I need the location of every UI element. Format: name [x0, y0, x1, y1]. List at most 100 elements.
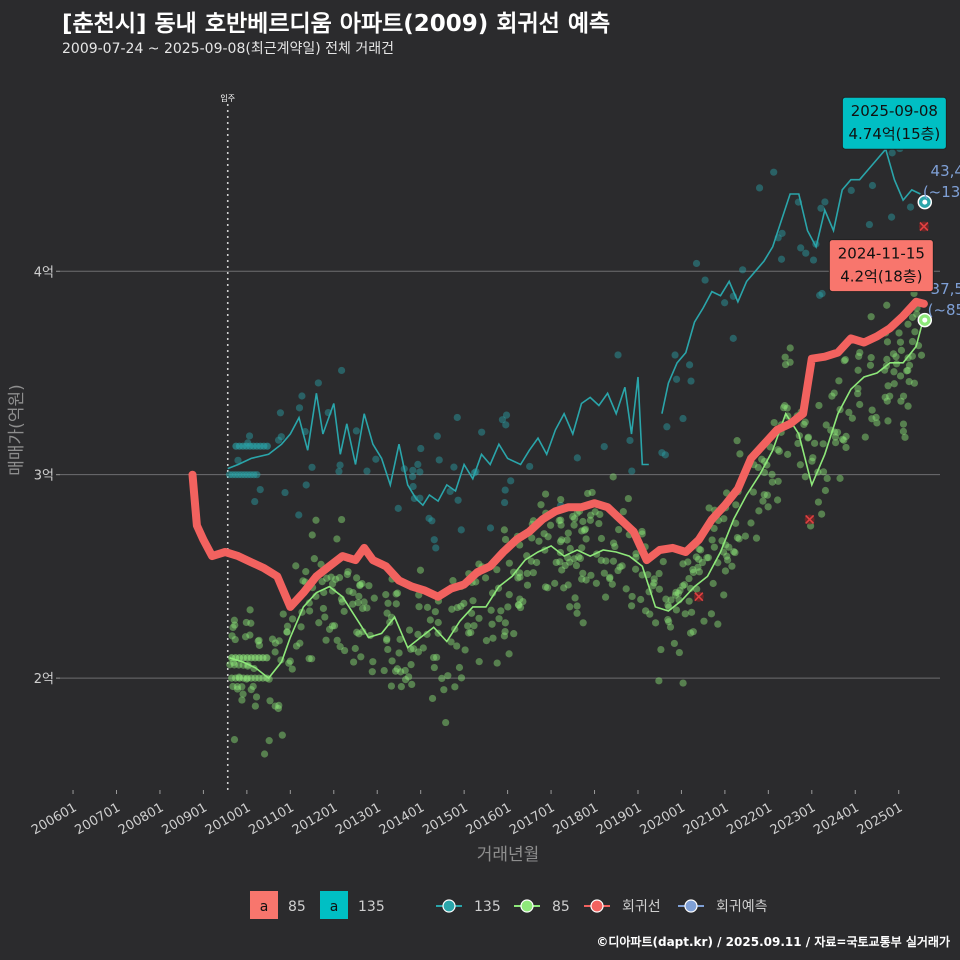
scatter-point-85: [573, 609, 581, 617]
scatter-point-85: [708, 536, 716, 544]
scatter-point-135: [692, 259, 701, 268]
scatter-point-85: [609, 473, 617, 481]
scatter-point-85: [618, 562, 626, 570]
scatter-point-85: [650, 575, 658, 583]
scatter-point-85: [780, 404, 788, 412]
scatter-point-85: [251, 702, 259, 710]
end-label-area-85: (~85㎡): [928, 301, 960, 319]
scatter-point-85: [664, 601, 672, 609]
scatter-point-135: [454, 496, 462, 504]
scatter-point-85: [230, 661, 238, 669]
scatter-point-85: [561, 561, 569, 570]
scatter-point-85: [646, 610, 654, 618]
scatter-point-85: [504, 603, 512, 611]
scatter-point-85: [323, 574, 331, 582]
scatter-point-85: [271, 648, 279, 656]
legend-swatch-letter: a: [330, 899, 339, 915]
scatter-point-85: [328, 580, 337, 588]
scatter-point-85: [868, 406, 876, 414]
scatter-point-135: [672, 375, 681, 383]
scatter-point-85: [356, 581, 364, 589]
scatter-point-85: [732, 501, 740, 509]
callouts: 2025-09-08 4.74억(15층) 2024-11-15 4.2억(18층): [828, 96, 947, 293]
scatter-point-85: [355, 630, 363, 638]
scatter-point-85: [501, 619, 509, 627]
scatter-point-85: [557, 521, 565, 529]
scatter-point-135: [428, 517, 436, 525]
scatter-point-85: [840, 357, 848, 365]
scatter-point-85: [305, 655, 313, 663]
scatter-point-85: [720, 515, 728, 523]
scatter-point-135: [721, 299, 729, 307]
scatter-point-85: [260, 750, 269, 758]
tick-label-x: 201601: [464, 800, 514, 838]
scatter-point-85: [569, 512, 577, 521]
scatter-point-85: [883, 301, 891, 309]
scatter-point-85: [306, 607, 314, 615]
red-x-marker-cross: [805, 514, 815, 525]
move-in-label: 입주: [220, 94, 235, 103]
scatter-point-85: [283, 628, 291, 636]
scatter-point-85: [632, 565, 640, 573]
scatter-point-85: [242, 618, 250, 627]
scatter-point-85: [501, 535, 510, 544]
scatter-point-85: [387, 682, 396, 690]
scatter-point-85: [657, 645, 665, 654]
scatter-point-85: [831, 438, 840, 447]
scatter-point-135: [414, 460, 422, 468]
scatter-point-85: [229, 623, 237, 632]
scatter-point-135: [755, 184, 764, 192]
scatter-point-85: [886, 392, 894, 400]
scatter-point-85: [460, 599, 468, 608]
scatter-point-135: [778, 229, 786, 237]
scatter-point-85: [500, 526, 508, 534]
scatter-point-85: [322, 636, 330, 644]
scatter-point-85: [292, 642, 301, 650]
scatter-point-85: [896, 372, 905, 380]
scatter-point-85: [911, 328, 919, 336]
scatter-point-85: [841, 355, 849, 364]
scatter-point-85: [392, 600, 400, 608]
scatter-point-85: [566, 603, 574, 611]
scatter-point-85: [312, 516, 320, 524]
scatter-point-135: [453, 413, 461, 422]
scatter-point-85: [354, 599, 362, 607]
scatter-point-135: [501, 486, 509, 494]
scatter-point-85: [587, 511, 595, 519]
legend-swatch: [250, 891, 278, 919]
scatter-point-135: [409, 466, 417, 474]
scatter-point-85: [449, 577, 457, 585]
scatter-point-85: [489, 634, 497, 642]
scatter-point-85: [710, 543, 718, 551]
scatter-point-135: [816, 291, 824, 299]
scatter-point-85: [570, 521, 578, 529]
scatter-point-85: [794, 439, 802, 448]
scatter-point-135: [671, 351, 679, 359]
scatter-point-85: [395, 649, 403, 657]
scatter-point-85: [597, 534, 606, 543]
scatter-point-135: [526, 462, 534, 471]
scatter-point-85: [698, 558, 707, 567]
scatter-point-85: [655, 677, 663, 685]
scatter-point-135: [663, 423, 671, 431]
scatter-point-85: [890, 368, 898, 376]
scatter-point-85: [351, 644, 359, 653]
scatter-point-85: [308, 655, 316, 663]
scatter-point-85: [783, 404, 791, 412]
tick-label-x: 202301: [768, 800, 818, 838]
scatter-point-85: [464, 622, 472, 630]
scatter-point-85: [579, 517, 587, 526]
scatter-point-85: [263, 654, 271, 662]
scatter-point-85: [689, 628, 697, 636]
scatter-point-85: [579, 619, 587, 627]
scatter-point-85: [515, 569, 524, 577]
scatter-point-135: [685, 361, 694, 369]
scatter-point-85: [815, 401, 823, 410]
scatter-point-85: [890, 380, 898, 388]
scatter-point-135: [687, 377, 695, 385]
scatter-point-85: [786, 358, 794, 366]
scatter-point-135: [478, 428, 486, 436]
scatter-point-85: [628, 602, 636, 610]
scatter-point-135: [739, 266, 747, 274]
trend-line-135: [661, 147, 921, 414]
